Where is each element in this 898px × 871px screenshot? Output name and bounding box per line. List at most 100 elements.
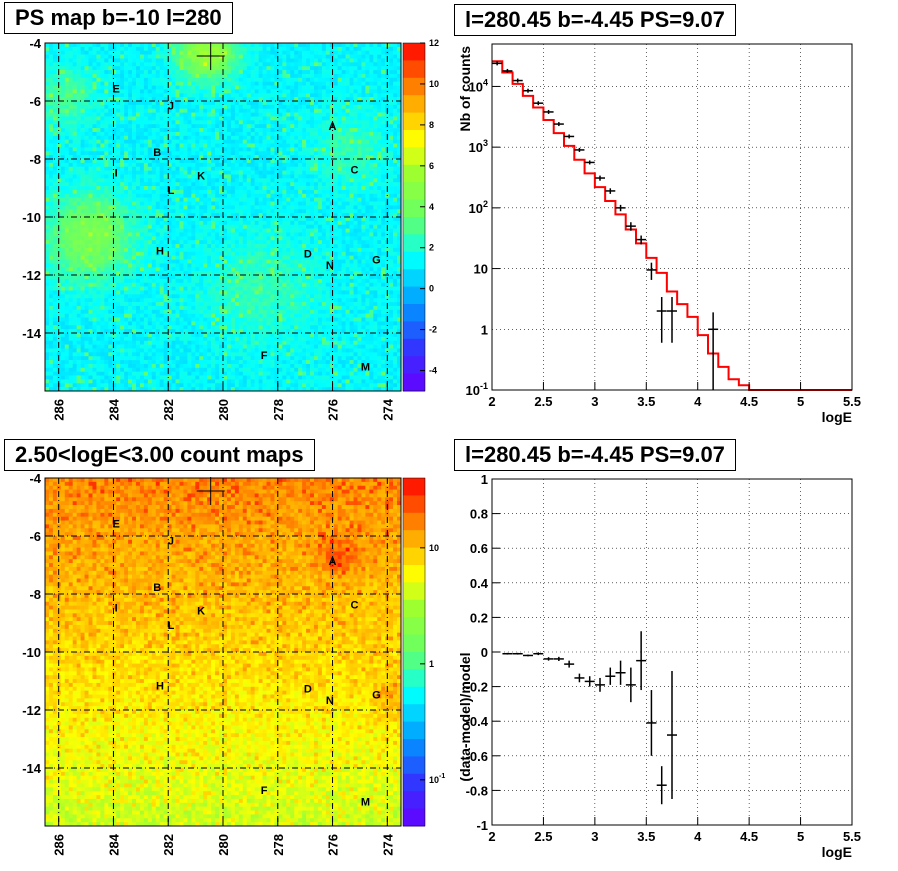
ps-map-pixel <box>164 217 168 221</box>
ps-map-pixel <box>191 109 195 113</box>
ps-map-pixel <box>140 58 144 62</box>
ps-map-pixel <box>215 244 219 248</box>
ps-map-pixel <box>199 128 203 132</box>
ps-map-pixel <box>116 321 120 325</box>
ps-map-pixel <box>187 321 191 325</box>
ps-map-pixel <box>247 74 251 78</box>
ps-map-pixel <box>128 310 132 314</box>
ps-map-pixel <box>73 128 77 132</box>
ps-map-pixel <box>116 325 120 329</box>
ps-map-pixel <box>207 376 211 380</box>
ps-map-pixel <box>144 147 148 151</box>
ps-map-pixel <box>112 248 116 252</box>
ps-map-pixel <box>211 267 215 271</box>
ps-map-pixel <box>235 116 239 120</box>
ps-map-pixel <box>96 256 100 260</box>
ps-map-pixel <box>211 314 215 318</box>
ps-map-pixel <box>73 86 77 90</box>
ps-map-pixel <box>116 252 120 256</box>
ps-map-pixel <box>49 302 53 306</box>
ps-map-pixel <box>263 128 267 132</box>
ps-map-pixel <box>85 116 89 120</box>
ps-map-pixel <box>156 368 160 372</box>
ps-map-pixel <box>85 144 89 148</box>
ps-map-pixel <box>199 306 203 310</box>
ps-map-pixel <box>85 202 89 206</box>
ps-map-pixel <box>108 252 112 256</box>
ps-map-pixel <box>251 70 255 74</box>
ps-map-pixel <box>81 283 85 287</box>
ps-map-pixel <box>100 163 104 167</box>
ps-map-pixel <box>49 82 53 86</box>
ps-map-pixel <box>65 275 69 279</box>
ps-map-pixel <box>92 356 96 360</box>
ps-map-pixel <box>81 368 85 372</box>
ps-map-pixel <box>255 47 259 51</box>
ps-map-pixel <box>176 43 180 47</box>
ps-map-pixel <box>172 167 176 171</box>
ps-map-pixel <box>176 101 180 105</box>
ps-map-pixel <box>112 306 116 310</box>
ps-map-pixel <box>49 109 53 113</box>
ps-map-pixel <box>227 186 231 190</box>
ps-map-pixel <box>160 310 164 314</box>
ps-map-pixel <box>144 209 148 213</box>
ps-map-pixel <box>77 159 81 163</box>
ps-map-pixel <box>116 356 120 360</box>
ps-map-pixel <box>255 345 259 349</box>
ps-map-pixel <box>96 318 100 322</box>
ps-map-pixel <box>255 78 259 82</box>
ps-map-pixel <box>191 120 195 124</box>
ps-map-pixel <box>89 290 93 294</box>
ps-map-pixel <box>243 290 247 294</box>
ps-map-pixel <box>73 298 77 302</box>
ps-map-pixel <box>69 113 73 117</box>
ps-map-pixel <box>235 302 239 306</box>
ps-map-pixel <box>255 376 259 380</box>
ps-map-pixel <box>104 182 108 186</box>
ps-map-pixel <box>45 356 49 360</box>
ps-map-pixel <box>227 182 231 186</box>
ps-map-pixel <box>227 333 231 337</box>
ps-map-pixel <box>176 194 180 198</box>
ps-map-pixel <box>57 321 61 325</box>
ps-map-pixel <box>243 70 247 74</box>
ps-map-pixel <box>251 310 255 314</box>
ps-map-pixel <box>132 345 136 349</box>
ps-map-pixel <box>61 275 65 279</box>
ps-map-pixel <box>191 55 195 59</box>
ps-map-pixel <box>49 279 53 283</box>
ps-map-pixel <box>191 302 195 306</box>
ps-map-pixel <box>85 252 89 256</box>
ps-map-pixel <box>160 298 164 302</box>
ps-map-pixel <box>156 325 160 329</box>
ps-map-pixel <box>96 244 100 248</box>
ps-map-pixel <box>263 105 267 109</box>
ps-map-pixel <box>187 263 191 267</box>
ps-map-pixel <box>172 86 176 90</box>
ps-map-pixel <box>207 306 211 310</box>
ps-map-pixel <box>215 58 219 62</box>
ps-map-pixel <box>77 236 81 240</box>
ps-map-pixel <box>45 194 49 198</box>
ps-map-pixel <box>207 225 211 229</box>
ps-map-pixel <box>124 51 128 55</box>
ps-map-pixel <box>211 232 215 236</box>
ps-map-pixel <box>183 151 187 155</box>
ps-map-pixel <box>183 190 187 194</box>
ps-map-pixel <box>207 325 211 329</box>
ps-map-pixel <box>243 101 247 105</box>
ps-map-pixel <box>195 82 199 86</box>
ps-map-pixel <box>191 51 195 55</box>
ps-map-pixel <box>191 225 195 229</box>
ps-map-pixel <box>195 298 199 302</box>
ps-map-pixel <box>235 217 239 221</box>
ps-map-pixel <box>239 116 243 120</box>
ps-map-pixel <box>128 58 132 62</box>
ps-map-pixel <box>263 194 267 198</box>
ps-map-pixel <box>235 43 239 47</box>
ps-map-pixel <box>183 186 187 190</box>
ps-map-pixel <box>124 159 128 163</box>
ps-map-pixel <box>65 321 69 325</box>
ps-map-pixel <box>104 105 108 109</box>
